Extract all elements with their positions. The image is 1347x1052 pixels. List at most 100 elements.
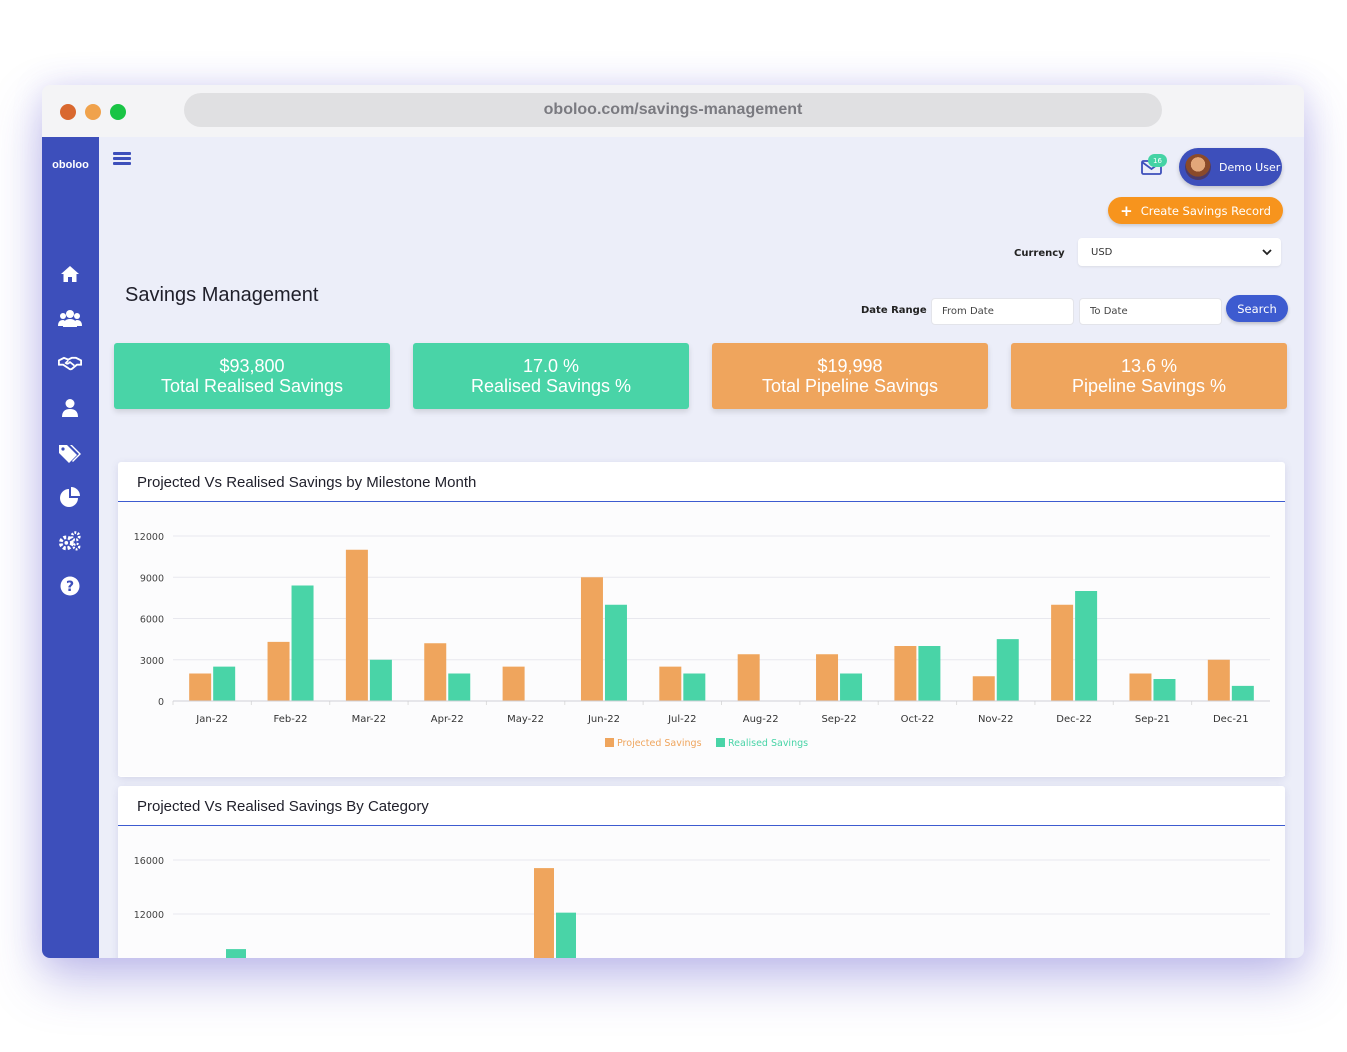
bar-projected-feb-22 [267,641,290,701]
page-title: Savings Management [125,284,319,306]
y-tick-label: 6000 [140,615,164,626]
create-savings-record-button[interactable]: + Create Savings Record [1108,197,1283,224]
home-icon[interactable] [58,262,82,286]
pie-chart-icon[interactable] [58,485,82,509]
legend-swatch [605,738,614,747]
kpi-label: Pipeline Savings % [1071,376,1227,396]
menu-toggle-icon[interactable] [113,152,131,166]
y-tick-label: 12000 [134,532,164,543]
svg-text:?: ? [66,579,74,595]
bar-projected-jan-22 [189,673,212,701]
kpi-realised-savings-percent: 17.0 % Realised Savings % [413,343,689,409]
bar-realised-sep-22 [840,673,863,701]
chevron-down-icon [1262,249,1272,256]
bar-projected-2 [534,868,554,958]
bar-projected-nov-22 [972,676,995,701]
user-menu-button[interactable]: Demo User [1179,148,1282,186]
kpi-value: 13.6 % [1120,356,1178,376]
bar-realised-dec-21 [1231,685,1254,701]
user-icon[interactable] [58,396,82,420]
bar-realised-jan-22 [213,666,236,701]
bar-realised-sep-21 [1153,679,1176,701]
create-savings-record-label: Create Savings Record [1140,203,1271,218]
bar-projected-jun-22 [580,577,603,701]
kpi-value: $19,998 [817,356,883,376]
bar-projected-oct-22 [894,646,917,701]
bar-realised-3 [556,912,576,958]
legend-swatch [716,738,725,747]
search-button[interactable]: Search [1226,295,1288,322]
legend-label: Realised Savings [728,738,808,749]
user-name: Demo User [1219,160,1281,174]
x-tick-label: Jan-22 [195,714,228,725]
gears-icon[interactable] [58,529,82,553]
bar-projected-sep-21 [1129,673,1152,701]
help-icon[interactable]: ? [58,574,82,598]
date-range-label: Date Range [861,305,927,316]
bar-realised-feb-22 [291,585,314,701]
x-tick-label: Oct-22 [901,714,935,725]
legend-label: Projected Savings [617,738,702,749]
bar-realised-mar-22 [369,659,392,701]
bar-projected-jul-22 [659,666,682,701]
bar-realised-1 [226,949,246,958]
oboloo-logo[interactable]: oboloo [52,159,89,171]
x-tick-label: Sep-22 [821,714,856,725]
bar-projected-sep-22 [816,654,839,701]
close-window-button[interactable] [60,104,76,120]
kpi-value: 17.0 % [522,356,580,376]
x-tick-label: Mar-22 [352,714,387,725]
maximize-window-button[interactable] [110,104,126,120]
currency-label: Currency [1014,248,1065,259]
chart-title: Projected Vs Realised Savings by Milesto… [137,474,477,491]
x-tick-label: Apr-22 [431,714,464,725]
address-bar[interactable]: oboloo.com/savings-management [184,93,1162,127]
browser-titlebar: oboloo.com/savings-management [42,85,1304,137]
currency-value: USD [1091,246,1113,258]
avatar [1185,154,1211,180]
kpi-pipeline-savings-percent: 13.6 % Pipeline Savings % [1011,343,1287,409]
bar-projected-may-22 [502,666,525,701]
kpi-total-pipeline-savings: $19,998 Total Pipeline Savings [712,343,988,409]
x-tick-label: Feb-22 [274,714,308,725]
bar-realised-jul-22 [683,673,706,701]
y-tick-label: 9000 [140,573,164,584]
mail-count-badge: 16 [1148,154,1167,167]
y-tick-label: 3000 [140,656,164,667]
milestone-month-chart-card: Projected Vs Realised Savings by Milesto… [118,462,1285,777]
x-tick-label: Jun-22 [587,714,620,725]
y-tick-label: 16000 [134,856,164,867]
y-tick-label: 12000 [134,910,164,921]
tags-icon[interactable] [58,441,82,465]
x-tick-label: May-22 [507,714,544,725]
chart-title: Projected Vs Realised Savings By Categor… [137,798,429,815]
x-tick-label: Dec-21 [1213,714,1249,725]
x-tick-label: Sep-21 [1135,714,1170,725]
x-tick-label: Aug-22 [743,714,779,725]
bar-projected-dec-21 [1207,659,1230,701]
y-tick-label: 0 [158,697,164,708]
from-date-input[interactable] [931,298,1074,325]
bar-realised-dec-22 [1075,591,1098,701]
minimize-window-button[interactable] [85,104,101,120]
category-chart-card: Projected Vs Realised Savings By Categor… [118,786,1285,958]
to-date-input[interactable] [1079,298,1222,325]
sidebar: oboloo ? [42,137,99,958]
category-bar-chart: 12000 16000 [134,856,1270,958]
kpi-label: Total Pipeline Savings [761,376,939,396]
milestone-month-bar-chart: 0 3000 6000 9000 12000 Jan-22 Feb-22 Mar-22 Apr-… [134,532,1270,749]
browser-window: oboloo.com/savings-management oboloo ? [42,85,1304,958]
kpi-value: $93,800 [219,356,285,376]
x-tick-label: Nov-22 [978,714,1014,725]
bar-projected-dec-22 [1051,604,1074,701]
kpi-label: Total Realised Savings [160,376,344,396]
main-content: 16 Demo User + Create Savings Record Cur… [99,137,1304,958]
plus-icon: + [1120,201,1133,220]
bar-realised-jun-22 [604,604,627,701]
currency-select[interactable]: USD [1078,238,1281,266]
x-tick-label: Jul-22 [667,714,696,725]
handshake-icon[interactable] [58,351,82,375]
bar-realised-nov-22 [996,639,1019,701]
users-icon[interactable] [58,306,82,330]
x-tick-label: Dec-22 [1056,714,1092,725]
